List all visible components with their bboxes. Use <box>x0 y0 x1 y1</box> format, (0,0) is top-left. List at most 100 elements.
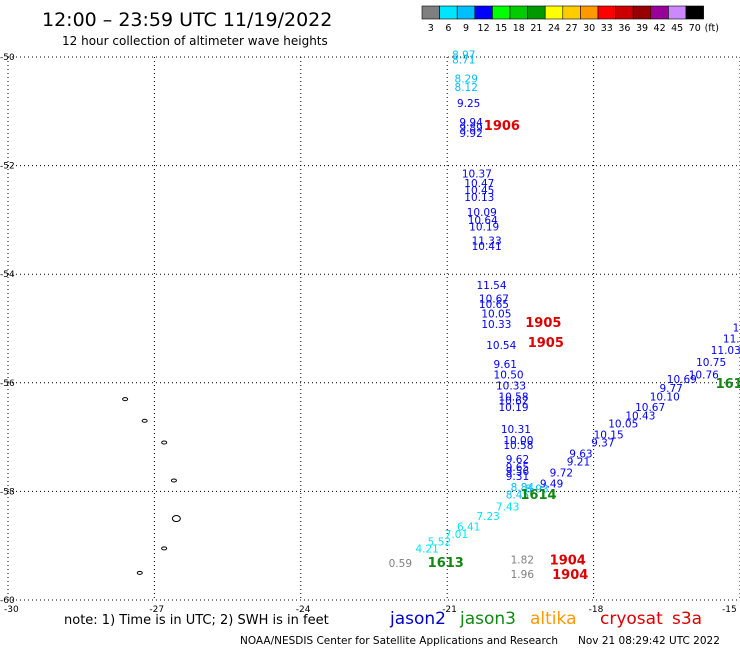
swh-value-label: 11.53 <box>723 333 740 345</box>
swh-value-label: 10.00 <box>503 435 533 447</box>
colorbar-tick-label: 30 <box>583 23 595 34</box>
colorbar-swatch <box>650 5 669 20</box>
lat-tick-label: -50 <box>0 53 15 63</box>
colorbar-swatch <box>456 5 476 20</box>
swh-value-label: 9.37 <box>591 438 614 450</box>
swh-value-label: 8.84 <box>511 482 535 494</box>
colorbar-tick-label: 45 <box>671 23 683 34</box>
swh-value-label: 7.01 <box>445 529 468 541</box>
pass-time-label: 1905 <box>525 316 561 331</box>
colorbar-tick-label: 24 <box>548 23 560 34</box>
swh-value-label: 10.33 <box>496 381 526 393</box>
colorbar-tick-label: 21 <box>530 23 542 34</box>
swh-value-label: 10.58 <box>498 391 528 403</box>
swh-value-label: 7.23 <box>476 511 499 523</box>
satellite-legend: jason2 jason3 altika cryosat s3a <box>389 609 702 629</box>
swh-value-label: 9.31 <box>506 471 529 483</box>
swh-value-label: 8.71 <box>452 55 475 67</box>
colorbar-tick-label: 39 <box>636 23 648 34</box>
swh-value-label: 10.33 <box>481 319 511 331</box>
swh-value-label: 10.43 <box>625 410 655 422</box>
swh-value-label: 1.96 <box>511 569 535 581</box>
swh-value-label: 9.94 <box>459 117 483 129</box>
swh-value-label: 10.62 <box>498 396 528 408</box>
swh-value-label: 9.49 <box>540 478 563 490</box>
colorbar-tick-label: 6 <box>445 23 451 34</box>
colorbar-swatch <box>527 5 546 20</box>
colorbar-unit: (ft) <box>705 23 719 34</box>
lat-tick-label: -52 <box>0 162 15 172</box>
lat-tick-label: -60 <box>0 596 15 606</box>
swh-value-label: 10.10 <box>650 391 680 403</box>
colorbar-tick-label: 12 <box>478 23 490 34</box>
swh-value-label: 11.5 <box>733 322 740 334</box>
swh-value-label: 11.03 <box>711 345 740 357</box>
pass-time-label: 1905 <box>528 336 564 351</box>
colorbar-tick-label: 9 <box>463 23 469 34</box>
swh-value-label: 10.67 <box>479 294 509 306</box>
pass-time-label: 1614 <box>520 488 556 503</box>
swh-value-label: 10.47 <box>464 178 494 190</box>
swh-value-label: 10.58 <box>503 440 533 452</box>
swh-value-label: 10.15 <box>594 429 624 441</box>
island-outline <box>141 418 148 423</box>
island-outline <box>161 546 168 551</box>
lat-lon-grid <box>7 56 740 601</box>
swh-value-label: 9.21 <box>567 457 590 469</box>
lat-tick-label: -56 <box>0 379 15 389</box>
lon-tick-label: -30 <box>4 605 19 615</box>
swh-value-label: 9.92 <box>459 128 482 140</box>
swh-value-label: 1.82 <box>511 554 534 566</box>
colorbar-tick-label: 42 <box>654 23 666 34</box>
swh-value-label: 10.69 <box>667 374 697 386</box>
colorbar-swatch <box>474 5 493 20</box>
legend-cryosat: cryosat <box>600 609 663 629</box>
swh-value-label: 10.31 <box>501 424 531 436</box>
swh-value-label: 8.93 <box>525 484 548 496</box>
lon-tick-label: -15 <box>722 605 737 615</box>
lat-tick-label: -54 <box>0 270 15 280</box>
colorbar-legend: 3 6 9 12 15 18 21 24 27 30 33 36 39 42 45 70 (ft) <box>421 5 719 34</box>
colorbar-tick-label: 33 <box>601 23 613 34</box>
colorbar-tick-label: 36 <box>618 23 630 34</box>
colorbar-swatch <box>544 5 564 20</box>
swh-value-label: 10.41 <box>472 241 502 253</box>
colorbar-swatch <box>615 5 634 20</box>
swh-value-label: 9.72 <box>550 467 573 479</box>
colorbar-swatch <box>439 5 458 20</box>
lat-tick-label: -58 <box>0 487 15 497</box>
islands <box>122 397 181 575</box>
pass-time-label: 1615 <box>716 377 740 392</box>
footer-credit: NOAA/NESDIS Center for Satellite Applica… <box>240 635 558 647</box>
swh-value-label: 9.89 <box>459 123 482 135</box>
island-outline <box>122 397 129 402</box>
swh-value-label: 10.54 <box>486 340 516 352</box>
colorbar-swatch <box>509 5 528 20</box>
swh-value-label: 10.45 <box>464 185 494 197</box>
colorbar-swatch <box>632 5 652 20</box>
colorbar-tick-label: 3 <box>428 23 434 34</box>
swh-value-label: 11.33 <box>472 236 502 248</box>
colorbar-swatch <box>668 5 687 20</box>
island-outline <box>171 515 181 523</box>
swh-value-label: 10.67 <box>635 402 665 414</box>
pass-time-label: 1904 <box>552 568 588 583</box>
island-outline <box>136 570 143 575</box>
island-outline <box>170 478 177 483</box>
swh-value-label: 10.19 <box>498 402 528 414</box>
swh-value-label: 10.65 <box>479 299 509 311</box>
pass-time-label: 1904 <box>550 553 586 568</box>
colorbar-swatch <box>492 5 511 20</box>
swh-value-label: 10.76 <box>689 370 719 382</box>
swh-value-label: 9.65 <box>506 462 529 474</box>
swh-value-label: 8.12 <box>455 82 478 94</box>
swh-value-label: 9.77 <box>659 383 682 395</box>
swh-value-label: 10.05 <box>481 308 511 320</box>
swh-value-label: 9.25 <box>457 98 480 110</box>
colorbar-swatch <box>597 5 616 20</box>
legend-jason2: jason2 <box>389 609 446 629</box>
swh-value-label: 10.75 <box>696 357 726 369</box>
legend-s3a: s3a <box>672 609 702 629</box>
swh-value-label: 8.29 <box>455 74 478 86</box>
